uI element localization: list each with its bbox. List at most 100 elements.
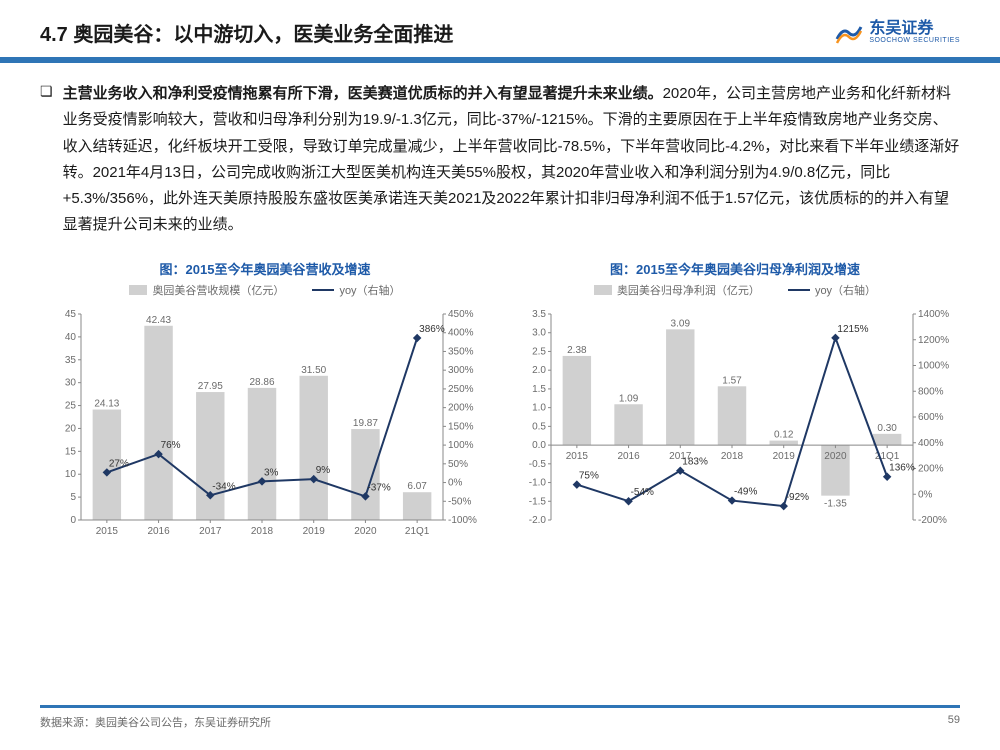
svg-text:1000%: 1000% (918, 360, 949, 371)
bullet-marker: ❏ (40, 81, 53, 239)
svg-text:136%: 136% (889, 462, 915, 473)
svg-text:19.87: 19.87 (353, 418, 378, 429)
svg-text:200%: 200% (448, 402, 474, 413)
svg-text:386%: 386% (419, 323, 445, 334)
svg-text:-100%: -100% (448, 515, 477, 526)
slide-title: 4.7 奥园美谷：以中游切入，医美业务全面推进 (40, 18, 453, 47)
svg-text:0.0: 0.0 (532, 440, 546, 451)
svg-text:350%: 350% (448, 346, 474, 357)
svg-text:24.13: 24.13 (94, 398, 119, 409)
svg-text:-1.0: -1.0 (529, 477, 547, 488)
svg-text:40: 40 (65, 331, 77, 342)
svg-text:1.0: 1.0 (532, 402, 546, 413)
svg-text:15: 15 (65, 446, 77, 457)
svg-text:2019: 2019 (303, 526, 326, 537)
data-source: 数据来源：奥园美谷公司公告，东吴证券研究所 (40, 714, 271, 730)
chart1-svg: 0 5 10 15 20 25 30 35 40 45 -100% -50% 0% 50% 100% 150%… (40, 304, 490, 544)
body-text: 主营业务收入和净利受疫情拖累有所下滑，医美赛道优质标的并入有望显著提升未来业绩。… (63, 81, 960, 239)
bar-swatch (129, 285, 147, 295)
svg-text:45: 45 (65, 309, 77, 320)
svg-text:-0.5: -0.5 (529, 458, 547, 469)
logo-text-main: 东吴证券 (869, 21, 960, 37)
footer-row: 数据来源：奥园美谷公司公告，东吴证券研究所 59 (40, 714, 960, 730)
lead-bold: 主营业务收入和净利受疫情拖累有所下滑，医美赛道优质标的并入有望显著提升未来业绩。 (63, 85, 663, 102)
svg-text:-2.0: -2.0 (529, 515, 547, 526)
svg-text:-50%: -50% (448, 496, 471, 507)
svg-text:50%: 50% (448, 458, 468, 469)
footer-divider (40, 705, 960, 708)
svg-text:27%: 27% (109, 458, 129, 469)
svg-text:200%: 200% (918, 463, 944, 474)
svg-text:2019: 2019 (773, 451, 796, 462)
svg-text:0.30: 0.30 (877, 422, 897, 433)
chart2-legend-bar: 奥园美谷归母净利润（亿元） (594, 282, 760, 298)
svg-text:3.0: 3.0 (532, 327, 546, 338)
svg-text:2.0: 2.0 (532, 365, 546, 376)
svg-text:183%: 183% (682, 456, 708, 467)
svg-text:-200%: -200% (918, 515, 947, 526)
svg-text:100%: 100% (448, 440, 474, 451)
svg-text:-37%: -37% (367, 482, 390, 493)
svg-text:2017: 2017 (199, 526, 222, 537)
logo-icon (835, 21, 863, 45)
svg-text:0%: 0% (918, 489, 933, 500)
svg-text:1.57: 1.57 (722, 375, 742, 386)
svg-text:75%: 75% (579, 470, 599, 481)
legend-line-label: yoy（右轴） (339, 282, 400, 298)
chart1-title: 图：2015至今年奥园美谷营收及增速 (40, 259, 490, 278)
svg-text:30: 30 (65, 377, 77, 388)
svg-text:42.43: 42.43 (146, 314, 171, 325)
svg-text:3.5: 3.5 (532, 309, 546, 320)
bullet-paragraph: ❏ 主营业务收入和净利受疫情拖累有所下滑，医美赛道优质标的并入有望显著提升未来业… (40, 81, 960, 239)
svg-text:0.12: 0.12 (774, 429, 794, 440)
svg-text:-49%: -49% (734, 486, 757, 497)
svg-text:250%: 250% (448, 383, 474, 394)
svg-text:-1.35: -1.35 (824, 498, 847, 509)
logo-text-sub: SOOCHOW SECURITIES (869, 37, 960, 44)
svg-text:2016: 2016 (147, 526, 170, 537)
legend-bar-label: 奥园美谷营收规模（亿元） (152, 282, 284, 298)
svg-text:2.38: 2.38 (567, 344, 587, 355)
svg-text:2020: 2020 (354, 526, 377, 537)
svg-text:150%: 150% (448, 421, 474, 432)
svg-text:5: 5 (70, 492, 76, 503)
chart2-title: 图：2015至今年奥园美谷归母净利润及增速 (510, 259, 960, 278)
chart1-legend-bar: 奥园美谷营收规模（亿元） (129, 282, 284, 298)
svg-text:2015: 2015 (566, 451, 589, 462)
svg-text:76%: 76% (161, 440, 181, 451)
logo-text: 东吴证券 SOOCHOW SECURITIES (869, 21, 960, 44)
svg-text:1215%: 1215% (837, 323, 868, 334)
svg-text:400%: 400% (918, 437, 944, 448)
svg-text:1.09: 1.09 (619, 393, 639, 404)
charts-row: 图：2015至今年奥园美谷营收及增速 奥园美谷营收规模（亿元） yoy（右轴） … (0, 239, 1000, 544)
svg-text:0: 0 (70, 515, 76, 526)
svg-text:300%: 300% (448, 365, 474, 376)
svg-text:800%: 800% (918, 386, 944, 397)
chart2-svg: -2.0-1.5-1.0-0.50.00.51.01.52.02.53.03.5… (510, 304, 960, 544)
svg-text:28.86: 28.86 (249, 376, 274, 387)
svg-text:1200%: 1200% (918, 334, 949, 345)
svg-text:2015: 2015 (96, 526, 119, 537)
svg-text:450%: 450% (448, 309, 474, 320)
svg-text:2020: 2020 (824, 451, 847, 462)
svg-text:25: 25 (65, 400, 77, 411)
svg-text:-34%: -34% (212, 481, 235, 492)
slide-footer: 数据来源：奥园美谷公司公告，东吴证券研究所 59 (0, 705, 1000, 730)
svg-text:31.50: 31.50 (301, 364, 326, 375)
revenue-chart-box: 图：2015至今年奥园美谷营收及增速 奥园美谷营收规模（亿元） yoy（右轴） … (40, 259, 490, 544)
chart1-legend: 奥园美谷营收规模（亿元） yoy（右轴） (40, 282, 490, 298)
svg-text:21Q1: 21Q1 (405, 526, 430, 537)
profit-chart-box: 图：2015至今年奥园美谷归母净利润及增速 奥园美谷归母净利润（亿元） yoy（… (510, 259, 960, 544)
svg-text:35: 35 (65, 354, 77, 365)
svg-text:0%: 0% (448, 477, 463, 488)
bar-swatch (594, 285, 612, 295)
svg-text:10: 10 (65, 469, 77, 480)
svg-text:2016: 2016 (617, 451, 640, 462)
svg-text:27.95: 27.95 (198, 381, 223, 392)
body-content: ❏ 主营业务收入和净利受疫情拖累有所下滑，医美赛道优质标的并入有望显著提升未来业… (0, 63, 1000, 239)
svg-text:6.07: 6.07 (407, 481, 427, 492)
svg-text:600%: 600% (918, 412, 944, 423)
svg-text:1400%: 1400% (918, 309, 949, 320)
company-logo: 东吴证券 SOOCHOW SECURITIES (835, 21, 960, 45)
svg-text:20: 20 (65, 423, 77, 434)
